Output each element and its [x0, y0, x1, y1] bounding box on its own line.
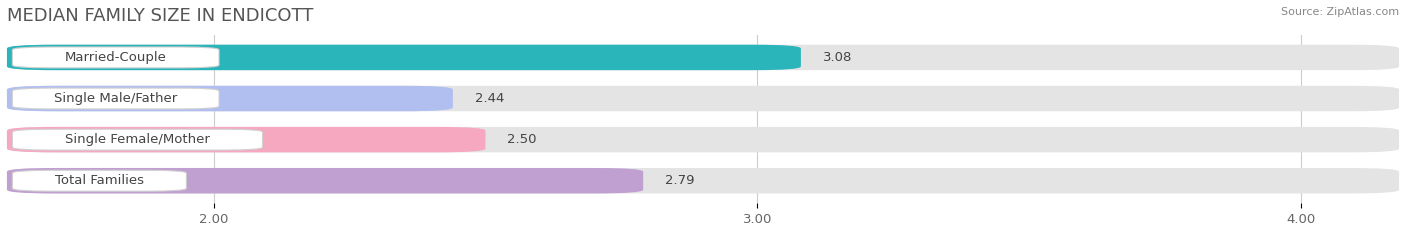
FancyBboxPatch shape: [7, 86, 1399, 111]
Text: Married-Couple: Married-Couple: [65, 51, 167, 64]
FancyBboxPatch shape: [7, 127, 485, 152]
Text: Total Families: Total Families: [55, 174, 143, 187]
Text: 2.50: 2.50: [508, 133, 537, 146]
Text: Source: ZipAtlas.com: Source: ZipAtlas.com: [1281, 7, 1399, 17]
Text: 2.79: 2.79: [665, 174, 695, 187]
Text: 3.08: 3.08: [823, 51, 852, 64]
FancyBboxPatch shape: [7, 45, 1399, 70]
Text: Single Male/Father: Single Male/Father: [53, 92, 177, 105]
Text: 2.44: 2.44: [475, 92, 503, 105]
FancyBboxPatch shape: [13, 88, 219, 109]
FancyBboxPatch shape: [7, 168, 643, 193]
FancyBboxPatch shape: [13, 129, 263, 150]
FancyBboxPatch shape: [7, 86, 453, 111]
Text: Single Female/Mother: Single Female/Mother: [65, 133, 209, 146]
FancyBboxPatch shape: [7, 127, 1399, 152]
FancyBboxPatch shape: [13, 47, 219, 68]
FancyBboxPatch shape: [7, 45, 801, 70]
FancyBboxPatch shape: [7, 168, 1399, 193]
FancyBboxPatch shape: [13, 170, 187, 191]
Text: MEDIAN FAMILY SIZE IN ENDICOTT: MEDIAN FAMILY SIZE IN ENDICOTT: [7, 7, 314, 25]
